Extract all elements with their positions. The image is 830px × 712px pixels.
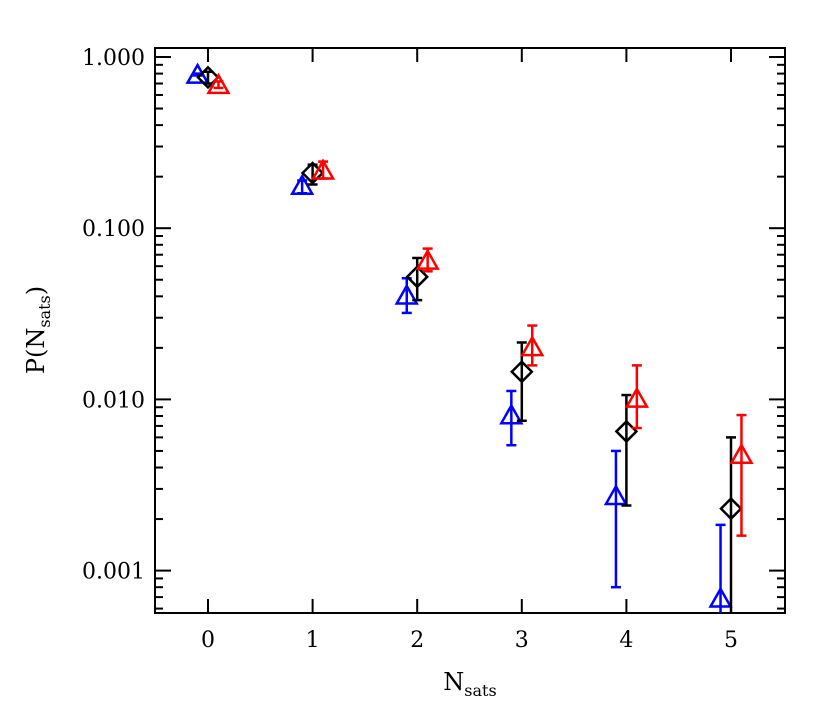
x-tick-label: 5 <box>724 628 738 653</box>
triangle-point <box>624 386 650 408</box>
diamond-point <box>196 65 220 90</box>
y-tick-label: 0.001 <box>82 560 145 585</box>
axis-ticks <box>155 48 785 613</box>
y-axis-label: P(Nsats) <box>22 286 54 374</box>
diamond-point <box>405 265 429 289</box>
diamond-point <box>719 496 743 521</box>
triangle-point <box>394 283 419 305</box>
triangle-point <box>729 442 754 464</box>
triangle-point <box>520 334 545 357</box>
triangle-point <box>310 158 336 180</box>
diamond-point <box>510 360 534 384</box>
y-tick-label: 0.010 <box>82 388 145 413</box>
triangle-point <box>499 403 524 425</box>
y-tick-label: 1.000 <box>82 46 145 71</box>
triangle-point <box>206 72 231 95</box>
plot-frame <box>154 47 786 614</box>
triangle-point <box>289 173 315 196</box>
series-2 <box>206 72 754 537</box>
x-tick-label: 0 <box>201 628 215 653</box>
triangle-point <box>708 586 733 608</box>
x-tick-label: 4 <box>619 628 633 653</box>
x-tick-label: 1 <box>306 628 320 653</box>
data-marks <box>185 62 754 613</box>
series-0 <box>185 62 733 613</box>
triangle-point <box>603 483 629 506</box>
triangle-point <box>415 248 440 270</box>
y-tick-label: 0.100 <box>82 217 145 242</box>
series-1 <box>196 65 743 613</box>
x-tick-label: 3 <box>515 628 529 653</box>
x-tick-label: 2 <box>410 628 424 653</box>
x-axis-label: Nsats <box>443 668 496 700</box>
tick-labels: 0 1 2 3 4 5 0.001 0.010 0.100 1.000 <box>82 46 738 653</box>
